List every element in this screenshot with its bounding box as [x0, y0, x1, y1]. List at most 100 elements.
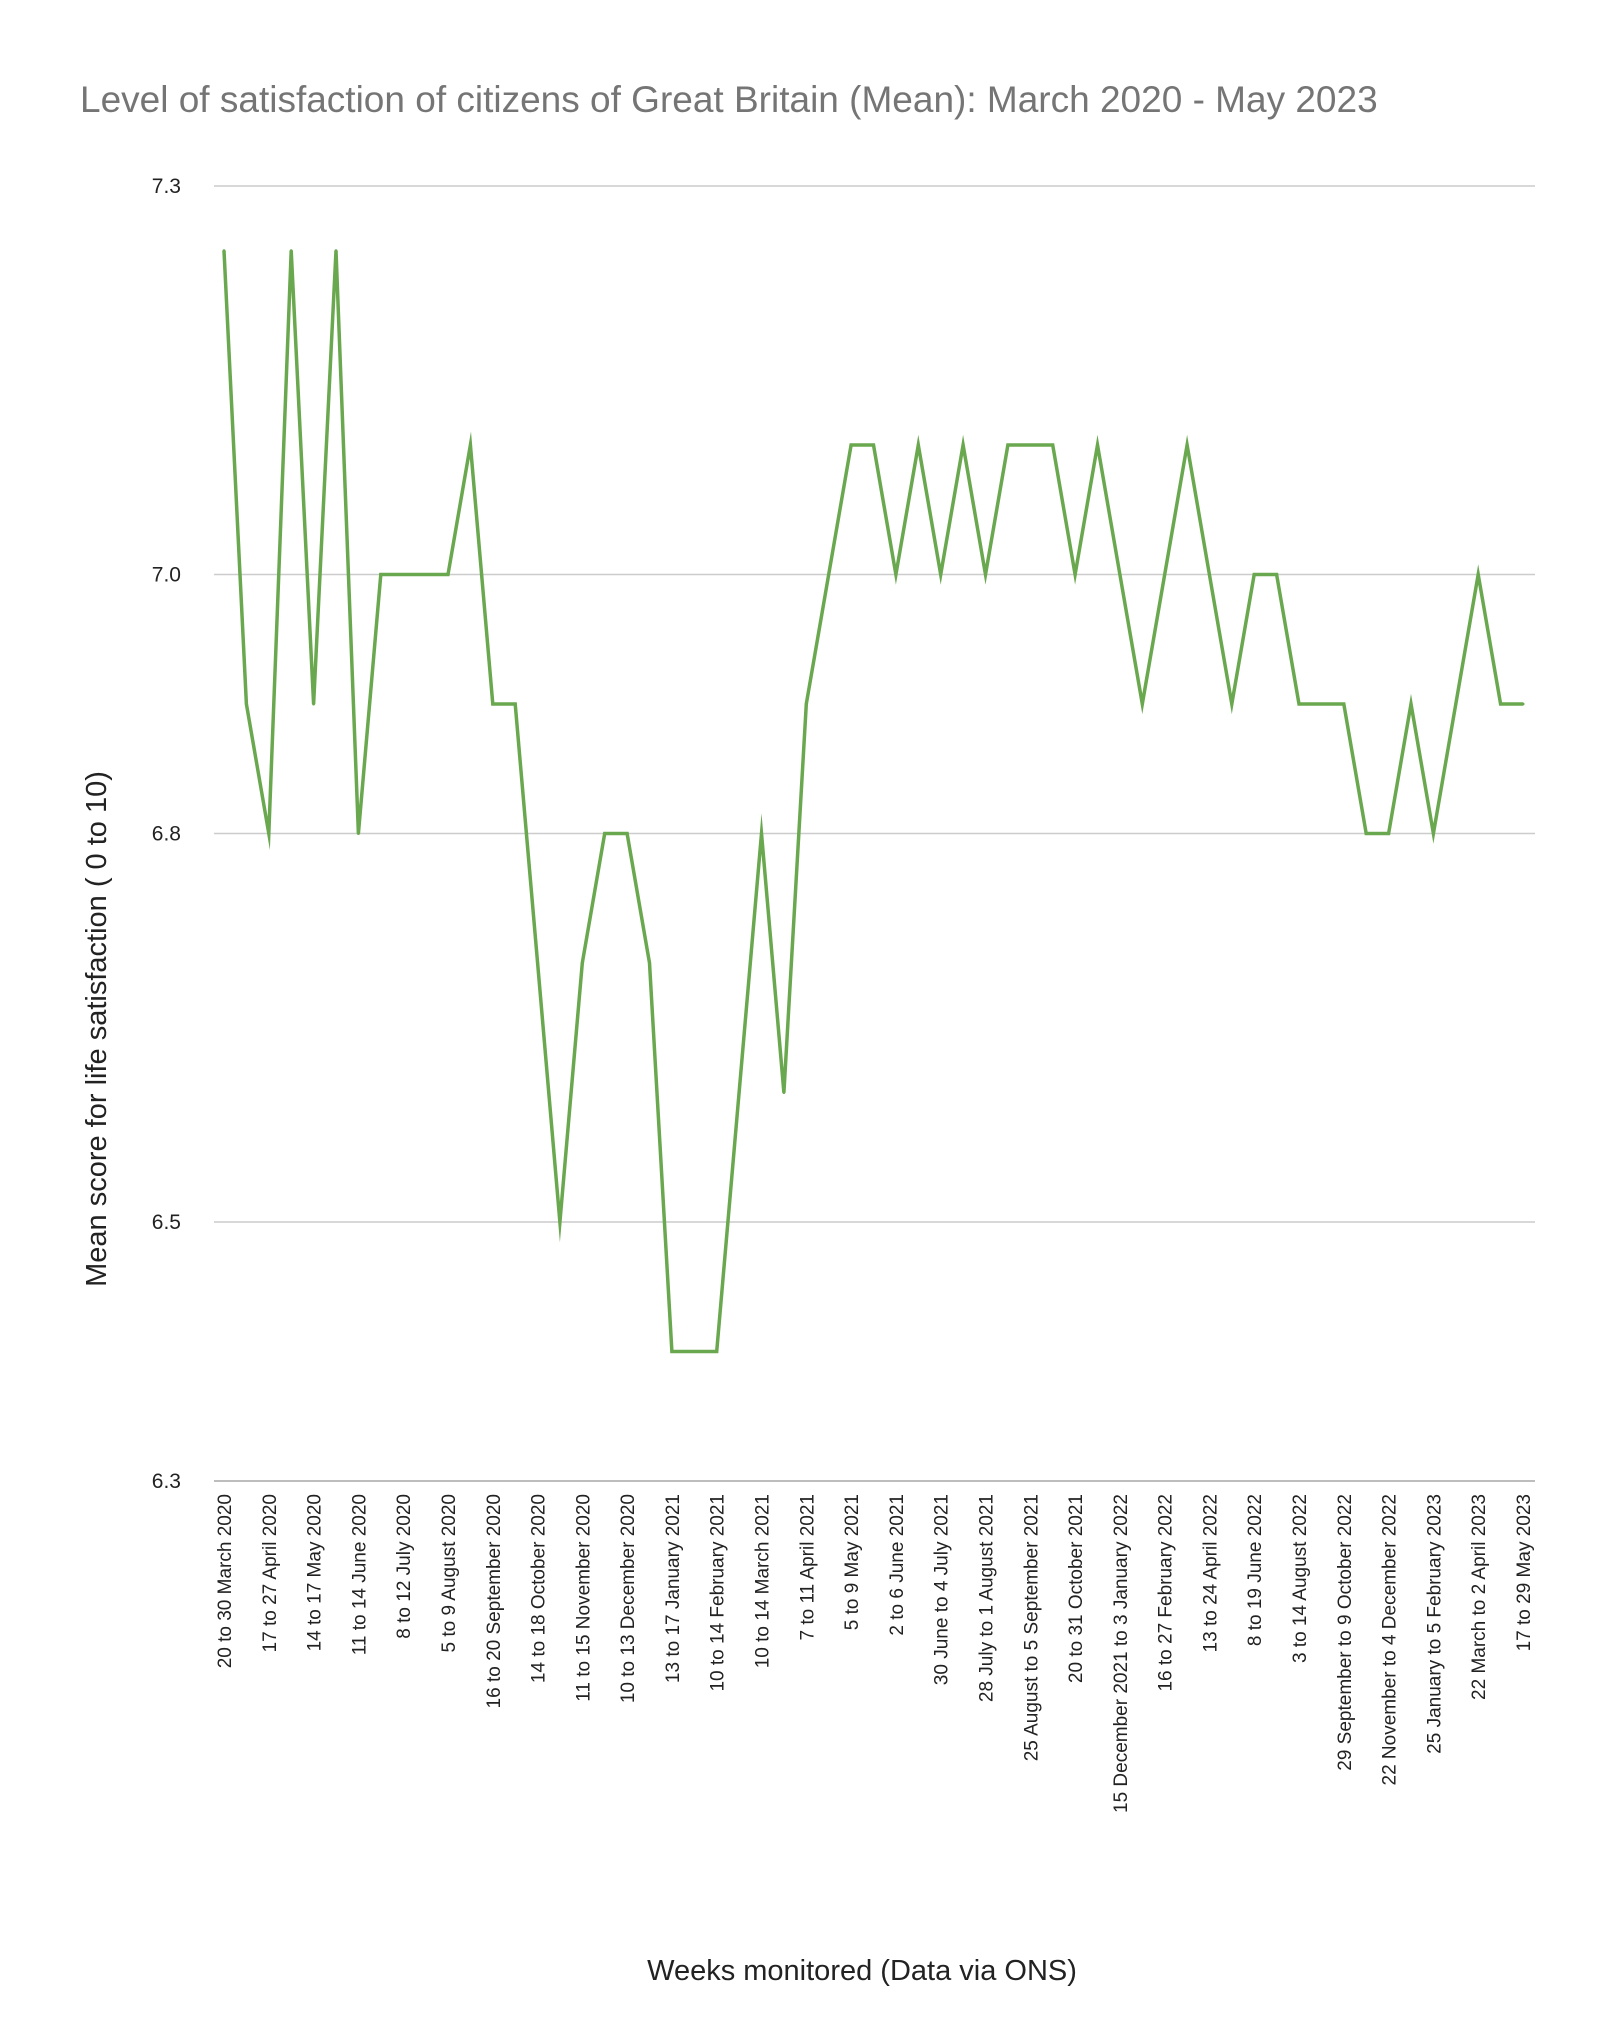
data-point — [827, 573, 831, 576]
x-tick-label: 17 to 29 May 2023 — [1514, 1494, 1535, 1651]
x-tick-label: 5 to 9 May 2021 — [842, 1494, 863, 1630]
data-point — [1073, 573, 1077, 576]
x-tick-label: 22 November to 4 December 2022 — [1380, 1494, 1401, 1786]
data-point — [424, 573, 428, 576]
x-tick-label: 14 to 17 May 2020 — [305, 1494, 326, 1651]
x-tick-label: 28 July to 1 August 2021 — [977, 1494, 998, 1702]
x-tick-label: 3 to 14 August 2022 — [1290, 1494, 1311, 1663]
x-tick-label: 5 to 9 August 2020 — [439, 1494, 460, 1652]
data-point — [222, 249, 226, 253]
x-tick-label: 15 December 2021 to 3 January 2022 — [1111, 1494, 1132, 1813]
data-point — [1521, 702, 1525, 706]
data-point — [984, 573, 987, 576]
y-axis-ticks: 6.3 6.5 6.8 7.0 7.3 — [152, 175, 181, 1493]
data-point — [1431, 832, 1435, 835]
data-point — [491, 702, 495, 706]
data-point — [1118, 573, 1122, 576]
data-point — [1051, 443, 1055, 447]
data-point — [1006, 443, 1010, 447]
series-layer — [222, 249, 1525, 1354]
data-point — [1409, 702, 1413, 706]
x-tick-label: 20 to 30 March 2020 — [215, 1494, 236, 1668]
x-tick-label: 13 to 17 January 2021 — [663, 1494, 684, 1683]
x-tick-label: 10 to 14 March 2021 — [753, 1494, 774, 1668]
data-point — [648, 961, 651, 965]
data-point — [939, 573, 943, 576]
data-point — [894, 573, 898, 576]
data-point — [692, 1350, 696, 1353]
data-point — [1476, 573, 1480, 576]
data-point — [1028, 443, 1032, 447]
data-point — [356, 832, 360, 835]
data-point — [1185, 443, 1189, 447]
data-point — [558, 1220, 562, 1224]
data-point — [1387, 832, 1391, 835]
data-point — [872, 443, 875, 447]
data-point — [446, 573, 450, 576]
x-tick-label: 13 to 24 April 2022 — [1200, 1494, 1221, 1652]
x-axis-ticks: 20 to 30 March 2020 17 to 27 April 2020 14… — [215, 1494, 1535, 1813]
x-tick-label: 8 to 19 June 2022 — [1245, 1494, 1266, 1646]
x-tick-label: 14 to 18 October 2020 — [529, 1494, 550, 1683]
x-tick-label: 17 to 27 April 2020 — [260, 1494, 281, 1652]
x-axis-title: Weeks monitored (Data via ONS) — [647, 1955, 1077, 1987]
x-tick-label: 8 to 12 July 2020 — [394, 1494, 415, 1639]
data-point — [1342, 702, 1346, 706]
data-point — [1252, 573, 1256, 576]
x-tick-label: 29 September to 9 October 2022 — [1335, 1494, 1356, 1771]
data-point — [267, 832, 271, 835]
data-point — [1230, 702, 1234, 706]
x-tick-label: 22 March to 2 April 2023 — [1469, 1494, 1490, 1700]
data-point — [804, 702, 808, 706]
data-point — [1499, 702, 1503, 706]
data-point — [782, 1091, 786, 1094]
chart-title: Level of satisfaction of citizens of Gre… — [80, 79, 1378, 120]
x-tick-label: 11 to 15 November 2020 — [573, 1494, 594, 1702]
x-tick-label: 2 to 6 June 2021 — [887, 1494, 908, 1636]
y-tick-label: 6.8 — [152, 823, 181, 846]
y-tick-label: 7.0 — [152, 564, 181, 587]
x-tick-label: 11 to 14 June 2020 — [349, 1494, 370, 1655]
data-point — [760, 832, 763, 835]
x-tick-label: 20 to 31 October 2021 — [1066, 1494, 1087, 1683]
data-point — [379, 573, 383, 576]
data-point — [961, 443, 965, 447]
data-point — [737, 1091, 741, 1094]
data-point — [1163, 573, 1167, 576]
data-point — [1096, 443, 1099, 447]
y-tick-label: 6.5 — [152, 1211, 181, 1234]
data-point — [513, 702, 517, 706]
data-point — [312, 702, 316, 706]
y-tick-label: 7.3 — [152, 175, 181, 198]
x-tick-label: 30 June to 4 July 2021 — [932, 1494, 953, 1685]
gridlines — [214, 185, 1535, 1482]
data-point — [916, 443, 920, 447]
x-tick-label: 10 to 13 December 2020 — [618, 1494, 639, 1703]
data-point — [1454, 702, 1458, 706]
data-point — [580, 961, 584, 965]
x-tick-label: 25 January to 5 February 2023 — [1424, 1494, 1445, 1754]
data-point — [625, 832, 629, 835]
data-point — [715, 1350, 719, 1353]
data-point — [670, 1350, 674, 1353]
y-axis-title: Mean score for life satisfaction ( 0 to … — [81, 771, 113, 1287]
data-point — [1297, 702, 1301, 706]
data-point — [244, 702, 248, 706]
data-point — [1275, 573, 1279, 576]
data-point — [289, 249, 293, 253]
data-point — [401, 573, 405, 576]
x-tick-label: 16 to 27 February 2022 — [1156, 1494, 1177, 1692]
x-tick-label: 25 August to 5 September 2021 — [1021, 1494, 1042, 1761]
data-point — [1207, 573, 1211, 576]
data-point — [849, 443, 853, 447]
data-point — [334, 249, 338, 253]
data-point — [468, 443, 472, 447]
data-point — [536, 961, 540, 965]
x-tick-label: 10 to 14 February 2021 — [708, 1494, 729, 1692]
data-point — [603, 832, 607, 835]
series-line — [222, 250, 1523, 1354]
data-point — [1319, 702, 1323, 706]
x-tick-label: 16 to 20 September 2020 — [484, 1494, 505, 1708]
data-point — [1364, 832, 1368, 835]
